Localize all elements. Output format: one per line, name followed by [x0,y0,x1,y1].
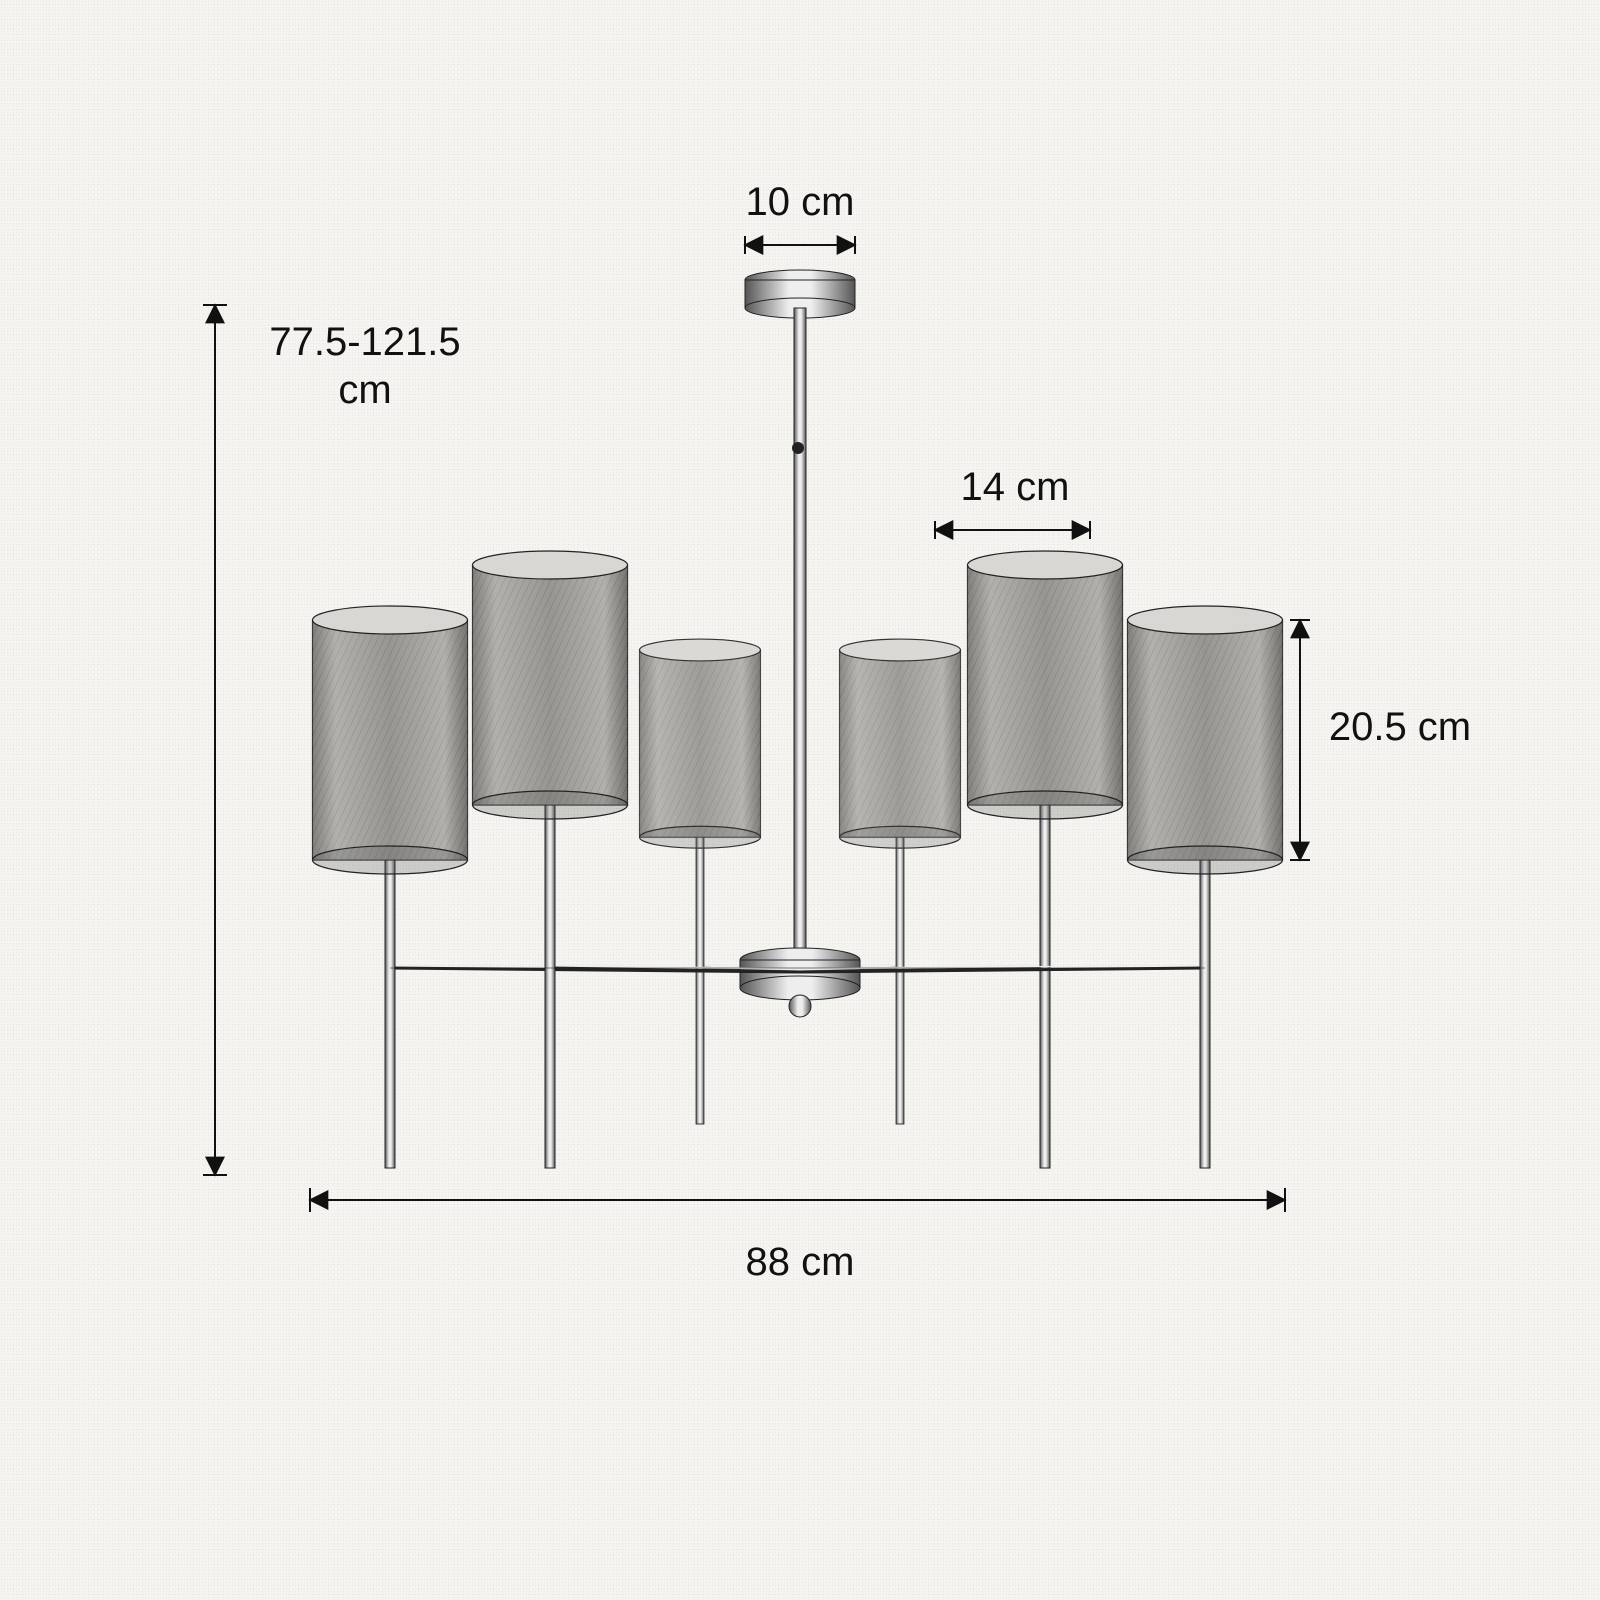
label-total-height-1: 77.5-121.5 [269,320,460,364]
label-shade-height: 20.5 cm [1329,705,1471,749]
rod-joint [792,442,804,454]
center-rod [794,308,806,955]
lampshade [800,639,960,1124]
lampshade [800,551,1123,1168]
finial [789,995,811,1017]
label-canopy: 10 cm [746,180,855,224]
label-total-height-2: cm [338,368,391,412]
lampshade [640,639,800,1124]
diagram-canvas: 77.5-121.5cm 88 cm 10 cm 14 cm 20.5 cm [0,0,1600,1600]
chandelier-drawing [313,270,1283,1168]
label-total-width: 88 cm [746,1240,855,1284]
label-shade-width: 14 cm [961,465,1070,509]
